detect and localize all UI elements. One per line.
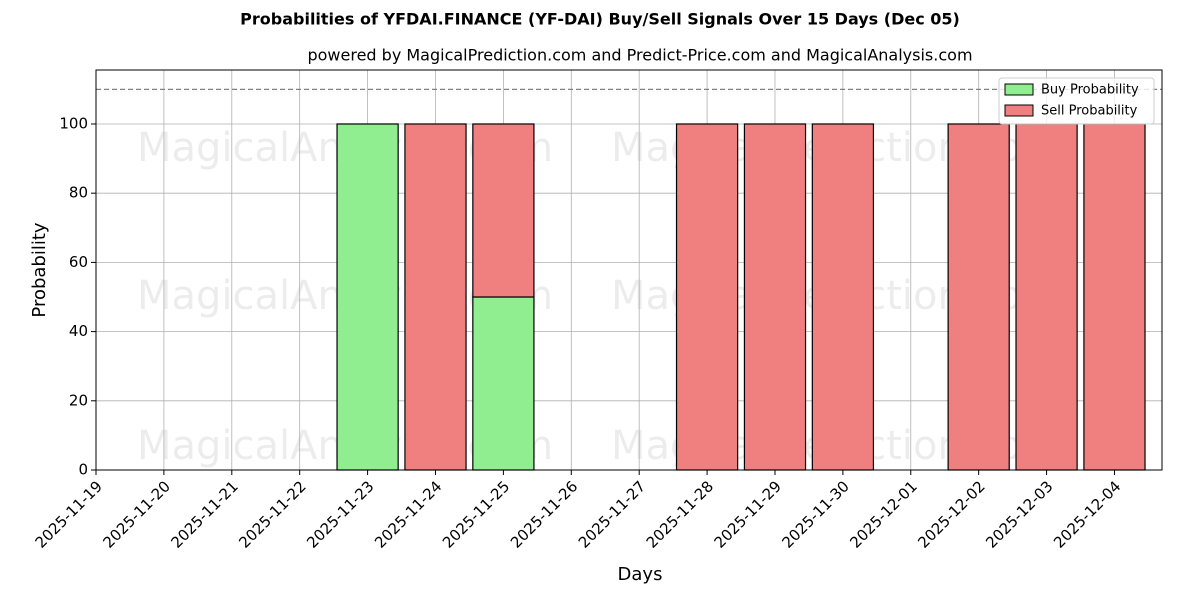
x-tick-label: 2025-12-01 [846,477,920,551]
y-tick-label: 60 [69,253,88,271]
x-tick-label: 2025-11-20 [100,477,174,551]
x-tick-label: 2025-11-26 [507,477,581,551]
x-tick-label: 2025-11-28 [643,477,717,551]
x-tick-label: 2025-11-30 [779,477,853,551]
y-tick-label: 100 [59,114,88,132]
bar [472,123,535,298]
x-tick-label: 2025-12-02 [914,477,988,551]
legend-label: Buy Probability [1041,83,1139,98]
y-tick-label: 40 [69,322,88,340]
x-tick-label: 2025-11-23 [303,477,377,551]
bar [1015,123,1078,471]
legend-box [998,77,1155,125]
x-tick-label: 2025-11-22 [235,477,309,551]
legend-label: Sell Probability [1041,104,1138,119]
x-tick-label: 2025-12-03 [982,477,1056,551]
plot-frame [95,69,1163,471]
chart-title: Probabilities of YFDAI.FINANCE (YF-DAI) … [240,10,960,29]
x-tick-label: 2025-11-19 [32,477,106,551]
x-tick-label: 2025-12-04 [1050,477,1124,551]
bar [947,123,1010,471]
y-tick-label: 0 [78,461,88,479]
bar [743,123,807,471]
bar [811,123,875,471]
y-tick-label: 80 [69,184,88,202]
x-tick-label: 2025-11-24 [371,477,445,551]
bar [404,123,467,471]
legend-swatch [1004,104,1034,117]
x-tick-label: 2025-11-29 [711,477,785,551]
bar [336,123,399,471]
chart-subtitle: powered by MagicalPrediction.com and Pre… [307,46,972,65]
x-axis-label: Days [618,564,663,585]
x-tick-label: 2025-11-21 [167,477,241,551]
x-tick-label: 2025-11-27 [575,477,649,551]
bar [472,296,535,471]
bar [675,123,739,471]
y-tick-label: 20 [69,391,88,409]
legend-swatch [1004,83,1034,96]
bar [1083,123,1146,471]
y-axis-label: Probability [29,222,50,317]
x-tick-label: 2025-11-25 [439,477,513,551]
